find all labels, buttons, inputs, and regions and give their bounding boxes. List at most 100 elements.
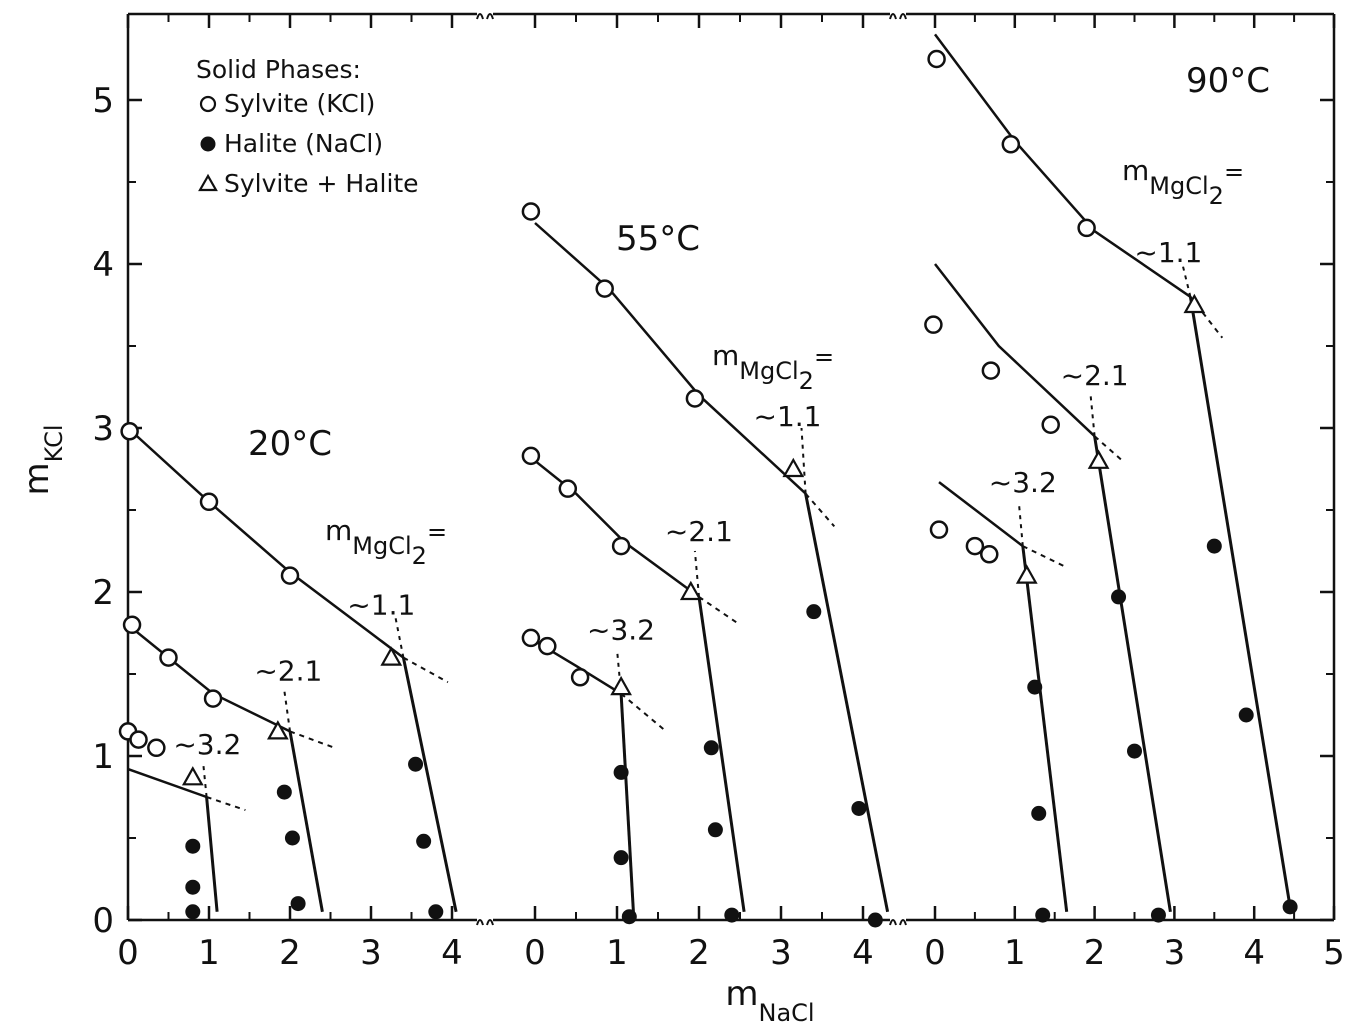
x-tick-label: 3: [770, 933, 792, 973]
temperature-label: 55°C: [616, 219, 700, 259]
axis-break-gap: [890, 9, 906, 19]
y-tick-label: 1: [92, 737, 114, 777]
sylvite-point: [558, 479, 578, 498]
legend-label: Sylvite (KCl): [224, 89, 375, 118]
sylvite-metastable-dash: [698, 596, 741, 626]
legend-label: Halite (NaCl): [224, 129, 383, 158]
mgcl2-value-label: ~1.1: [347, 589, 415, 622]
sylvite-point: [521, 628, 541, 648]
axis-break-mark: [476, 919, 494, 926]
halite-metastable-dash: [1089, 395, 1096, 437]
halite-point: [185, 879, 201, 895]
halite-point: [621, 909, 637, 925]
sylvite-halite-point: [679, 580, 702, 601]
x-axis-label: mNaCl: [725, 974, 814, 1027]
x-tick-label: 1: [606, 933, 628, 973]
y-tick-label: 0: [92, 901, 114, 941]
x-tick-label: 5: [1323, 933, 1345, 973]
x-tick-label: 2: [279, 933, 301, 973]
sylvite-saturation-curve: [938, 481, 1024, 548]
x-tick-label: 2: [688, 933, 710, 973]
halite-saturation-line: [697, 596, 746, 913]
halite-point: [1238, 707, 1254, 723]
sylvite-point: [981, 361, 1001, 380]
sylvite-point: [203, 689, 223, 708]
sylvite-point: [685, 389, 705, 408]
axis-break-mark: [889, 13, 907, 20]
sylvite-halite-point: [266, 720, 289, 740]
mgcl2-label-sub: MgCl: [739, 357, 798, 385]
mgcl2-label-sub2: 2: [412, 542, 427, 570]
halite-metastable-dash: [616, 649, 623, 694]
halite-point: [1282, 899, 1298, 915]
sylvite-halite-point: [181, 766, 204, 786]
mgcl2-label-eq: =: [427, 518, 447, 546]
plot-marks: [118, 33, 1298, 928]
sylvite-halite-point: [610, 675, 632, 696]
sylvite-metastable-dash: [804, 492, 836, 528]
halite-saturation-line: [1093, 435, 1172, 913]
halite-point: [613, 764, 629, 780]
plot-labels: 0 1 2 3 4 5 mKCl mNaCl Solid Phases: Sylvite (KCl…: [17, 55, 1345, 1027]
halite-point: [290, 896, 306, 912]
mgcl2-label-sub2: 2: [1209, 182, 1224, 210]
sylvite-point: [538, 636, 557, 656]
sylvite-point: [120, 422, 139, 441]
sylvite-point: [595, 279, 614, 298]
halite-point: [724, 907, 740, 923]
halite-point: [867, 912, 883, 928]
mgcl2-value-label: ~1.1: [754, 400, 822, 433]
mgcl2-value-label: ~3.2: [173, 728, 241, 761]
legend-triangle-icon: [198, 173, 218, 192]
axis-break-gap: [477, 915, 493, 925]
sylvite-point: [965, 536, 985, 556]
legend-title: Solid Phases:: [196, 55, 361, 84]
sylvite-metastable-dash: [206, 796, 246, 812]
x-tick-label: 0: [524, 933, 546, 973]
halite-saturation-line: [619, 693, 635, 912]
halite-point: [1206, 538, 1222, 554]
axis-break-gap: [890, 915, 906, 925]
halite-metastable-dash: [1017, 501, 1024, 547]
sylvite-point: [147, 738, 166, 758]
halite-point: [1035, 907, 1051, 923]
mgcl2-value-label: ~2.1: [665, 515, 733, 548]
y-tick-label: 4: [92, 245, 114, 285]
halite-saturation-line: [401, 657, 458, 913]
sylvite-point: [980, 545, 999, 564]
halite-point: [428, 904, 444, 920]
sylvite-saturation-curve: [934, 263, 1096, 438]
x-tick-label: 4: [441, 933, 463, 973]
sylvite-point: [129, 730, 148, 749]
sylvite-saturation-curve: [534, 459, 700, 598]
sylvite-point: [929, 520, 949, 539]
mgcl2-value-label: ~1.1: [1134, 236, 1202, 269]
halite-point: [703, 740, 719, 756]
sylvite-saturation-curve: [933, 33, 1192, 298]
x-tick-label: 4: [1243, 933, 1265, 973]
x-tick-label: 4: [852, 933, 874, 973]
plot-frame: [126, 9, 1336, 926]
halite-point: [276, 784, 292, 800]
mgcl2-value-label: ~3.2: [587, 613, 655, 646]
sylvite-point: [122, 615, 142, 635]
x-tick-label: 2: [1084, 933, 1106, 973]
halite-point: [806, 604, 822, 620]
halite-saturation-line: [804, 493, 890, 913]
sylvite-metastable-dash: [620, 692, 667, 733]
sylvite-metastable-dash: [1093, 435, 1124, 462]
halite-point: [707, 822, 723, 838]
halite-point: [408, 756, 424, 772]
x-tick-label: 0: [117, 933, 139, 973]
legend-open-circle-icon: [199, 95, 217, 113]
x-axis-label-sub: NaCl: [759, 999, 815, 1027]
sylvite-metastable-dash: [1189, 296, 1224, 339]
sylvite-point: [521, 202, 541, 221]
mgcl2-label-sub2: 2: [799, 367, 814, 395]
sylvite-halite-point: [782, 457, 805, 478]
sylvite-saturation-curve: [534, 222, 807, 495]
mgcl2-label: mMgCl2=: [1122, 154, 1244, 210]
x-tick-label: 3: [360, 933, 382, 973]
halite-point: [1027, 679, 1043, 695]
